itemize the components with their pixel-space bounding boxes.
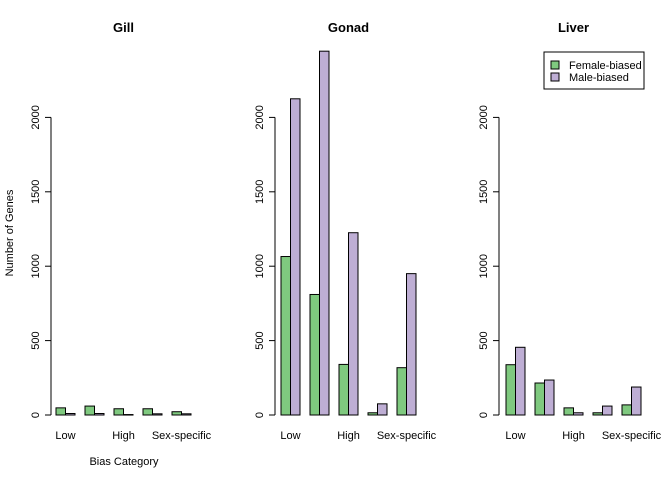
gonad-bar-male	[406, 273, 417, 416]
legend-swatch-male	[550, 72, 560, 82]
gill-bar-male	[94, 413, 105, 416]
liver-x-category-label: Sex-specific	[602, 430, 662, 442]
gonad-x-category-label: Sex-specific	[377, 430, 437, 442]
legend-box	[543, 51, 645, 90]
gill-bar-female	[171, 411, 182, 416]
liver-bar-male	[602, 405, 613, 416]
gonad-bar-female	[396, 367, 407, 416]
liver-bar-male	[544, 379, 555, 416]
gonad-y-tick-label: 1000	[254, 254, 266, 278]
liver-x-category-label: Low	[505, 430, 525, 442]
gill-bar-male	[152, 413, 163, 416]
gill-bar-female	[84, 405, 95, 416]
gonad-y-tick-label: 1500	[254, 180, 266, 204]
gill-y-tick-label: 1500	[30, 180, 42, 204]
gonad-bar-female	[338, 363, 349, 416]
liver-x-category-label: High	[562, 430, 585, 442]
gonad-bar-female	[367, 412, 378, 416]
gill-bar-female	[142, 408, 153, 416]
gill-y-tick-label: 2000	[30, 105, 42, 129]
gill-bar-female	[113, 408, 124, 416]
liver-bar-female	[621, 404, 632, 416]
liver-bar-female	[505, 364, 516, 416]
gill-bar-female	[55, 407, 66, 416]
legend-label: Female-biased	[569, 60, 642, 72]
gonad-bar-male	[290, 98, 301, 416]
liver-y-tick-label: 0	[478, 412, 490, 418]
liver-panel-title: Liver	[558, 20, 589, 35]
legend-swatch-female	[550, 60, 560, 70]
gonad-x-category-label: High	[337, 430, 360, 442]
gill-panel-title: Gill	[113, 20, 134, 35]
liver-bar-female	[563, 407, 574, 416]
gill-x-category-label: High	[112, 430, 135, 442]
liver-bar-male	[515, 346, 526, 416]
gonad-y-tick-label: 2000	[254, 105, 266, 129]
gill-x-category-label: Low	[55, 430, 75, 442]
gill-y-tick-label: 1000	[30, 254, 42, 278]
legend-label: Male-biased	[569, 72, 629, 84]
gonad-bar-male	[348, 232, 359, 416]
gonad-x-category-label: Low	[280, 430, 300, 442]
gill-bar-male	[181, 413, 192, 416]
liver-bar-female	[592, 412, 603, 416]
gonad-bar-female	[309, 293, 320, 416]
liver-bar-male	[631, 386, 642, 416]
gonad-bar-male	[319, 50, 330, 416]
gonad-y-tick-label: 500	[254, 331, 266, 349]
x-axis-title: Bias Category	[89, 456, 159, 468]
liver-y-tick-label: 2000	[478, 105, 490, 129]
y-axis-title: Number of Genes	[4, 189, 16, 276]
liver-y-tick-label: 500	[478, 331, 490, 349]
liver-y-tick-label: 1000	[478, 254, 490, 278]
gill-y-tick-label: 500	[30, 331, 42, 349]
gonad-y-tick-label: 0	[254, 412, 266, 418]
gill-bar-male	[123, 414, 134, 416]
gonad-bar-male	[377, 403, 388, 416]
gill-y-tick-label: 0	[30, 412, 42, 418]
gonad-bar-female	[280, 256, 291, 416]
liver-bar-female	[534, 382, 545, 416]
liver-y-tick-label: 1500	[478, 180, 490, 204]
gill-bar-male	[65, 413, 76, 416]
gill-x-category-label: Sex-specific	[152, 430, 212, 442]
gonad-panel-title: Gonad	[328, 20, 369, 35]
liver-bar-male	[573, 412, 584, 416]
